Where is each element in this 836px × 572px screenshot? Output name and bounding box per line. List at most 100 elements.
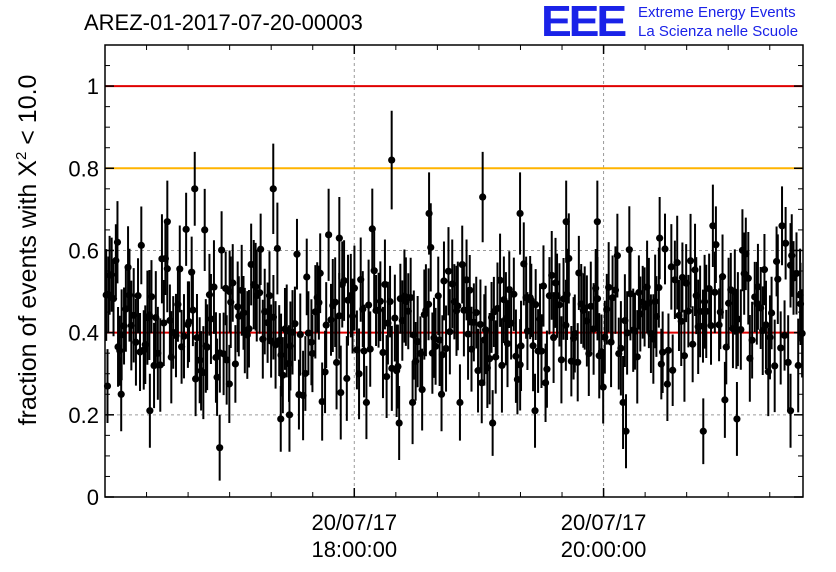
data-point-207 [456, 398, 464, 407]
data-point-53 [150, 361, 158, 370]
data-point-85 [213, 373, 221, 381]
data-point-255 [551, 279, 560, 287]
data-point-161 [365, 301, 373, 309]
data-point-26 [733, 415, 741, 423]
data-point-256 [553, 292, 561, 300]
data-point-374 [788, 251, 796, 260]
data-point-301 [643, 283, 651, 291]
data-point-9 [269, 185, 277, 193]
data-point-11 [285, 411, 294, 419]
data-point-82 [207, 315, 215, 323]
data-point-306 [652, 312, 660, 321]
data-point-18 [489, 419, 497, 427]
data-point-22 [593, 218, 601, 226]
data-point-370 [780, 331, 789, 340]
data-point-108 [259, 335, 267, 343]
data-point-71 [185, 318, 193, 326]
data-point-326 [692, 292, 700, 300]
data-point-220 [481, 326, 490, 334]
data-point-7 [216, 444, 224, 452]
data-point-58 [160, 319, 168, 327]
data-point-164 [370, 267, 378, 275]
data-point-127 [296, 330, 304, 339]
data-point-37 [118, 331, 126, 339]
data-point-201 [444, 267, 453, 275]
data-point-324 [689, 340, 697, 348]
data-point-284 [608, 294, 617, 302]
data-point-238 [517, 342, 525, 350]
data-point-249 [539, 282, 548, 290]
data-point-195 [431, 342, 440, 350]
data-point-215 [472, 309, 480, 317]
data-point-261 [563, 290, 571, 299]
chart-title: AREZ-01-2017-07-20-00003 [84, 10, 363, 35]
data-point-17 [479, 193, 487, 201]
data-point-333 [707, 321, 715, 330]
data-point-202 [446, 328, 454, 336]
data-point-378 [796, 291, 804, 299]
data-point-45 [134, 292, 142, 300]
data-point-315 [671, 276, 679, 284]
data-point-323 [686, 257, 695, 265]
data-point-40 [124, 263, 132, 271]
data-point-314 [669, 366, 677, 374]
data-point-89 [222, 284, 230, 293]
data-point-338 [716, 308, 724, 316]
data-point-293 [626, 290, 635, 298]
data-point-340 [721, 396, 729, 404]
data-point-146 [335, 312, 343, 320]
data-point-280 [601, 333, 609, 341]
data-point-214 [470, 318, 478, 326]
data-point-67 [177, 343, 186, 351]
data-point-179 [400, 292, 409, 300]
data-point-111 [265, 292, 274, 300]
data-point-295 [631, 327, 639, 335]
data-point-160 [362, 398, 371, 407]
data-point-16 [437, 390, 446, 398]
data-point-158 [359, 305, 367, 313]
data-point-206 [454, 302, 462, 310]
data-point-182 [407, 293, 415, 302]
data-point-174 [391, 314, 399, 322]
data-point-39 [122, 305, 130, 313]
data-point-241 [523, 327, 532, 335]
data-point-140 [322, 321, 330, 329]
data-point-228 [498, 361, 506, 369]
data-point-275 [592, 284, 600, 292]
data-point-159 [360, 347, 368, 355]
data-point-136 [315, 299, 323, 307]
data-point-178 [398, 316, 406, 325]
data-point-363 [766, 333, 774, 341]
data-point-348 [737, 326, 745, 334]
data-point-41 [125, 291, 134, 299]
data-point-350 [740, 269, 748, 278]
data-point-90 [223, 356, 231, 364]
data-point-317 [675, 311, 683, 320]
data-point-88 [220, 350, 228, 358]
data-point-196 [434, 292, 442, 300]
data-point-332 [705, 284, 713, 293]
data-point-278 [597, 348, 606, 356]
data-point-341 [722, 343, 730, 351]
data-point-232 [505, 286, 513, 294]
data-point-87 [218, 246, 226, 254]
data-point-325 [691, 266, 699, 274]
x-tick-label-time-1: 20:00:00 [561, 537, 647, 562]
data-point-33 [109, 294, 118, 303]
data-point-257 [555, 301, 564, 309]
y-axis-label-tail: < 10.0 [14, 75, 42, 152]
data-point-122 [286, 342, 294, 350]
data-point-25 [699, 427, 707, 435]
data-point-308 [657, 360, 665, 368]
data-point-15 [425, 209, 433, 218]
data-point-319 [678, 273, 687, 282]
data-point-229 [500, 296, 508, 304]
data-point-254 [549, 333, 558, 342]
data-point-176 [394, 362, 402, 371]
data-point-186 [414, 338, 422, 346]
data-point-42 [127, 321, 135, 330]
data-point-252 [545, 292, 554, 300]
data-point-279 [599, 383, 607, 391]
data-point-307 [655, 284, 663, 292]
